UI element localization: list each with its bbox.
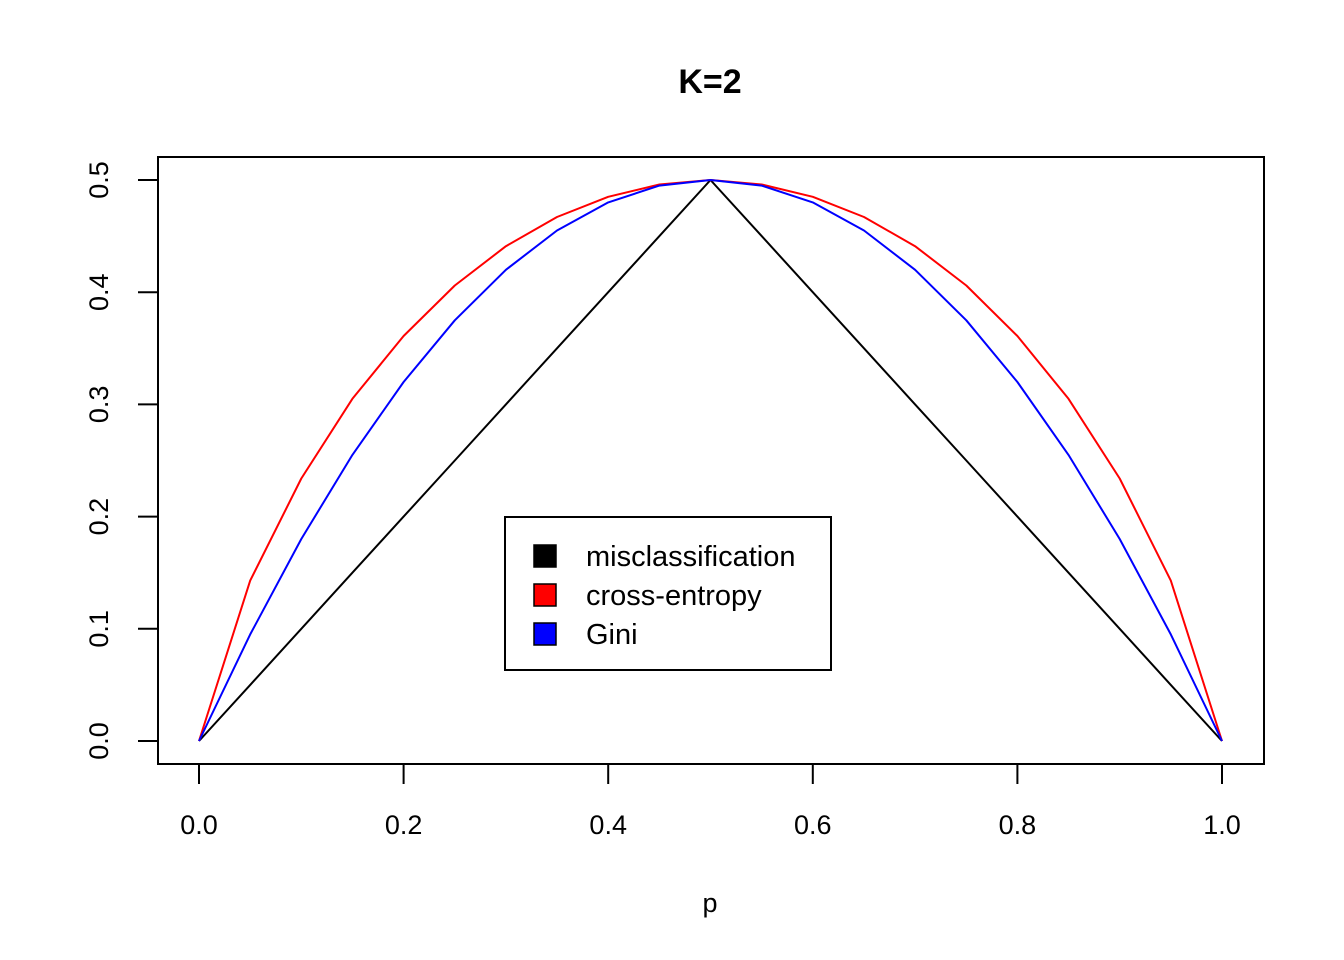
x-tick-label: 1.0: [1203, 810, 1241, 840]
series-line-gini: [198, 179, 1223, 742]
y-tick-label: 0.4: [84, 273, 114, 311]
series-layer: [198, 179, 1223, 742]
plot-frame: [157, 156, 1265, 765]
x-tick-label: 0.2: [385, 810, 423, 840]
legend-swatch: [533, 544, 557, 568]
legend: misclassification cross-entropy Gini: [504, 516, 832, 671]
legend-label: misclassification: [586, 541, 796, 573]
y-tick-label: 0.5: [84, 161, 114, 199]
legend-label: cross-entropy: [586, 580, 762, 612]
y-tick-label: 0.1: [84, 610, 114, 648]
y-axis: 0.0 0.1 0.2 0.3 0.4 0.5: [84, 161, 159, 760]
x-tick-label: 0.4: [589, 810, 627, 840]
legend-box: [504, 516, 832, 671]
x-tick-label: 0.0: [180, 810, 218, 840]
y-tick-label: 0.0: [84, 722, 114, 760]
y-tick-label: 0.3: [84, 386, 114, 424]
x-axis-label: p: [702, 888, 717, 918]
legend-swatch: [533, 622, 557, 646]
legend-entries: misclassification cross-entropy Gini: [533, 541, 796, 651]
y-tick-label: 0.2: [84, 498, 114, 536]
x-tick-label: 0.6: [794, 810, 832, 840]
legend-label: Gini: [586, 619, 638, 651]
x-tick-label: 0.8: [999, 810, 1037, 840]
legend-swatch: [533, 583, 557, 607]
x-axis: 0.0 0.2 0.4 0.6 0.8 1.0: [180, 763, 1241, 840]
chart-title: K=2: [678, 63, 741, 101]
